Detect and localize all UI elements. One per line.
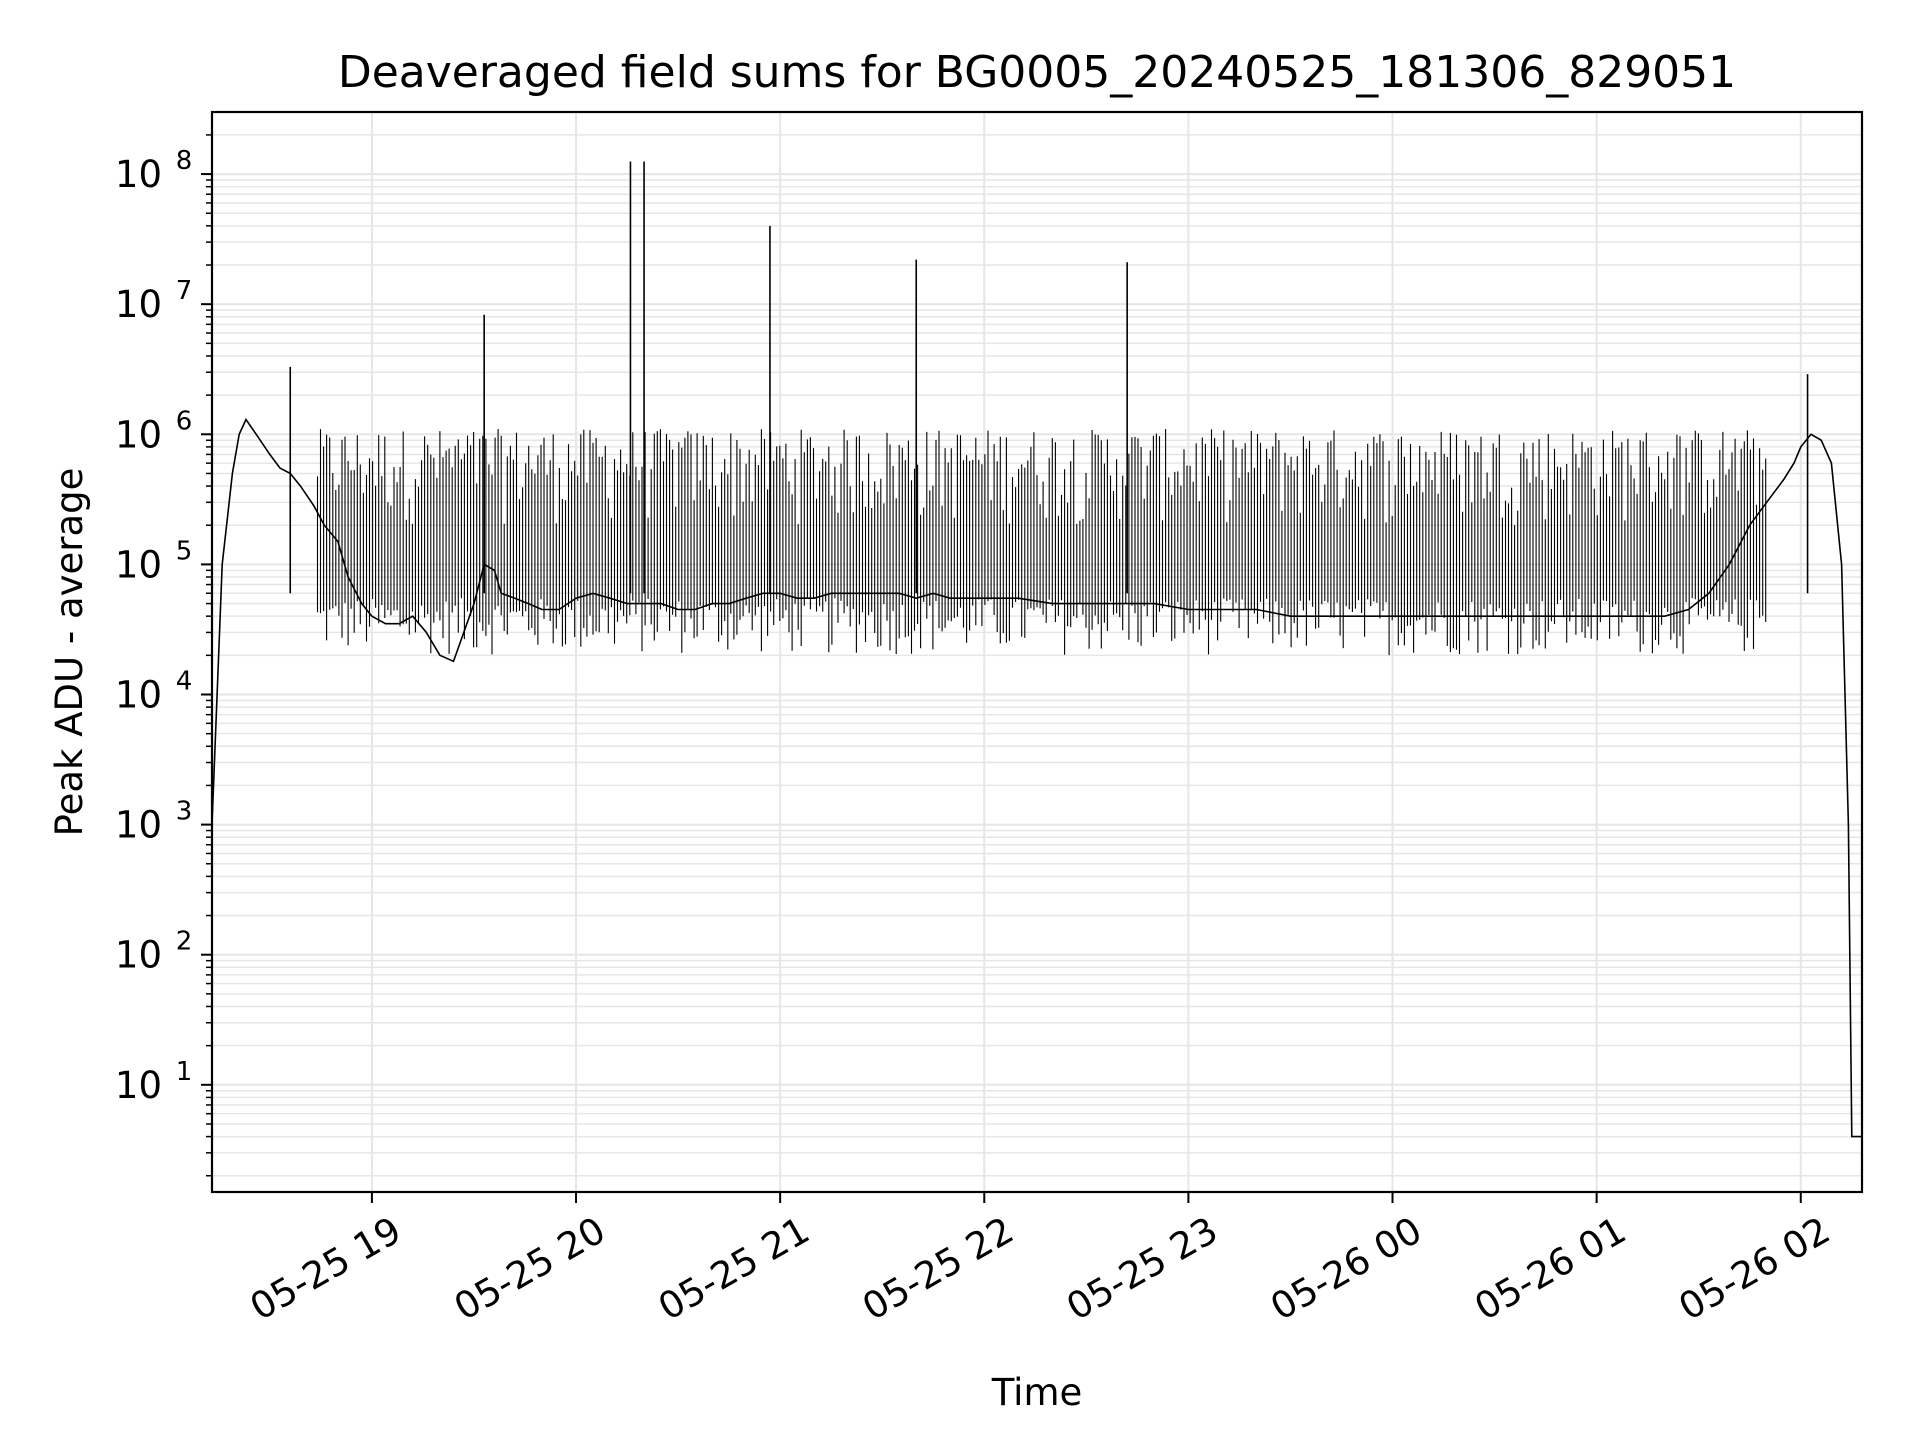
y-tick-exponent: 5 xyxy=(176,536,193,566)
plot-frame xyxy=(210,110,1864,1194)
y-tick-label: 10 xyxy=(115,804,162,847)
series-layer xyxy=(211,161,1862,1138)
y-tick-exponent: 3 xyxy=(176,797,193,827)
y-tick-label: 10 xyxy=(115,283,162,326)
y-tick-label: 10 xyxy=(115,543,162,586)
grid-layer xyxy=(212,112,1862,1192)
y-tick-exponent: 6 xyxy=(176,406,193,436)
y-ticks-layer: 10 1 10 2 10 3 10 4 10 5 10 6 10 7 10 8 xyxy=(115,134,212,1177)
y-tick-label: 10 xyxy=(115,934,162,977)
y-axis-label: Peak ADU - average xyxy=(48,468,91,837)
y-tick-label: 10 xyxy=(115,413,162,456)
y-tick-exponent: 7 xyxy=(176,276,193,306)
series-noise-band xyxy=(316,429,1767,656)
y-tick-label: 10 xyxy=(115,673,162,716)
y-tick-label: 10 xyxy=(115,1064,162,1107)
x-axis-label: Time xyxy=(991,1371,1083,1414)
y-tick-exponent: 4 xyxy=(176,666,193,696)
chart-title: Deaveraged field sums for BG0005_2024052… xyxy=(338,47,1736,98)
series-line xyxy=(211,417,1862,1138)
y-tick-exponent: 2 xyxy=(176,927,193,957)
y-tick-exponent: 1 xyxy=(176,1057,193,1087)
y-tick-label: 10 xyxy=(115,153,162,196)
y-tick-exponent: 8 xyxy=(176,146,193,176)
